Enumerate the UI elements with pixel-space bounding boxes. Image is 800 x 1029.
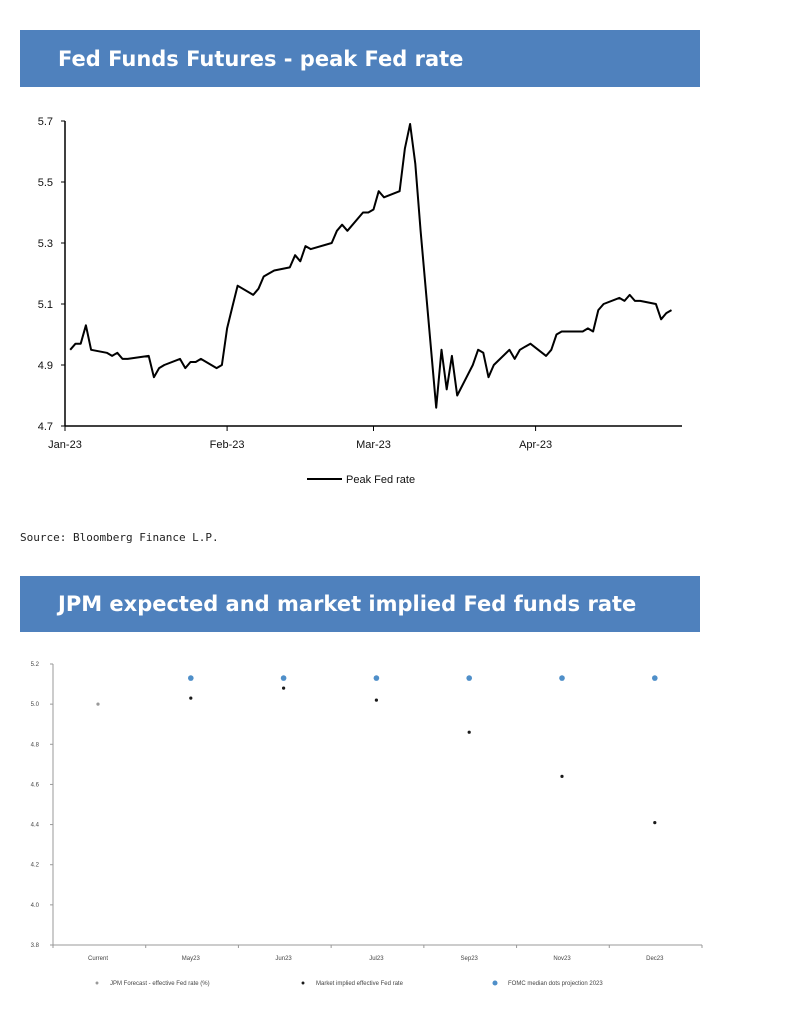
data-point xyxy=(280,675,287,681)
x-tick-label: Jun23 xyxy=(275,956,292,962)
x-tick-label: Apr-23 xyxy=(519,439,552,451)
chart2-title-banner: JPM expected and market implied Fed fund… xyxy=(20,576,700,632)
y-tick-label: 5.2 xyxy=(31,662,40,668)
data-point xyxy=(373,675,380,681)
legend-label: JPM Forecast - effective Fed rate (%) xyxy=(110,981,210,987)
legend-marker xyxy=(492,980,498,986)
chart1-series xyxy=(69,123,672,409)
data-point xyxy=(559,675,565,681)
data-point xyxy=(96,702,100,706)
chart1-legend: Peak Fed rate xyxy=(307,474,415,486)
fed-funds-scatter-chart: 3.8 4.0 4.2 4.4 4.6 4.8 5.0 5.2 Current May23 Jun… xyxy=(31,662,703,987)
chart1-axes xyxy=(64,121,682,427)
x-tick-label: Current xyxy=(88,956,108,962)
data-point xyxy=(653,821,657,825)
x-tick-label: Jan-23 xyxy=(48,439,82,451)
x-tick-label: Dec23 xyxy=(646,956,664,962)
legend-marker xyxy=(95,981,99,985)
y-tick-label: 4.7 xyxy=(38,421,53,433)
source-note: Source: Bloomberg Finance L.P. xyxy=(20,531,219,544)
data-point xyxy=(467,730,471,734)
data-point xyxy=(466,675,473,681)
y-tick-label: 3.8 xyxy=(31,943,40,949)
chart2-title: JPM expected and market implied Fed fund… xyxy=(58,592,637,616)
chart2-axes xyxy=(52,664,702,946)
y-tick-label: 4.4 xyxy=(31,823,40,829)
y-tick-label: 4.6 xyxy=(31,782,40,788)
y-tick-label: 4.9 xyxy=(38,360,53,372)
data-point xyxy=(189,696,193,700)
x-tick-label: May23 xyxy=(182,956,201,962)
data-point xyxy=(560,774,564,778)
chart1-title: Fed Funds Futures - peak Fed rate xyxy=(58,46,464,71)
data-point xyxy=(282,686,286,690)
x-tick-label: Mar-23 xyxy=(356,439,391,451)
legend-label-peak-fed-rate: Peak Fed rate xyxy=(346,474,415,486)
legend-label: FOMC median dots projection 2023 xyxy=(508,981,603,987)
chart2-points xyxy=(96,675,658,825)
peak-fed-rate-line-chart: 4.7 4.9 5.1 5.3 5.5 5.7 Jan-23 Feb-23 Mar-23 Apr… xyxy=(38,116,682,486)
x-tick-label: Jul23 xyxy=(369,956,384,962)
chart2-legend: JPM Forecast - effective Fed rate (%) Mar… xyxy=(95,980,603,987)
series-line-peak-fed-rate xyxy=(69,123,672,409)
chart1-title-banner: Fed Funds Futures - peak Fed rate xyxy=(20,30,700,87)
chart1-x-ticks: Jan-23 Feb-23 Mar-23 Apr-23 xyxy=(48,426,552,451)
data-point xyxy=(188,675,194,681)
x-tick-label: Sep23 xyxy=(461,956,479,962)
y-tick-label: 5.5 xyxy=(38,177,53,189)
data-point xyxy=(652,675,658,681)
legend-label: Market implied effective Fed rate xyxy=(316,981,404,987)
y-tick-label: 4.0 xyxy=(31,903,40,909)
y-tick-label: 5.7 xyxy=(38,116,53,128)
x-tick-label: Nov23 xyxy=(553,956,571,962)
legend-marker xyxy=(301,981,305,985)
chart2-y-ticks: 3.8 4.0 4.2 4.4 4.6 4.8 5.0 5.2 xyxy=(31,662,53,949)
y-tick-label: 5.3 xyxy=(38,238,53,250)
x-tick-label: Feb-23 xyxy=(210,439,245,451)
y-tick-label: 4.8 xyxy=(31,742,40,748)
data-point xyxy=(374,698,378,702)
y-tick-label: 4.2 xyxy=(31,863,40,869)
chart1-y-ticks: 4.7 4.9 5.1 5.3 5.5 5.7 xyxy=(38,116,65,433)
y-tick-label: 5.0 xyxy=(31,702,40,708)
chart2-x-ticks: Current May23 Jun23 Jul23 Sep23 Nov23 Dec23 xyxy=(52,945,703,962)
y-tick-label: 5.1 xyxy=(38,299,53,311)
